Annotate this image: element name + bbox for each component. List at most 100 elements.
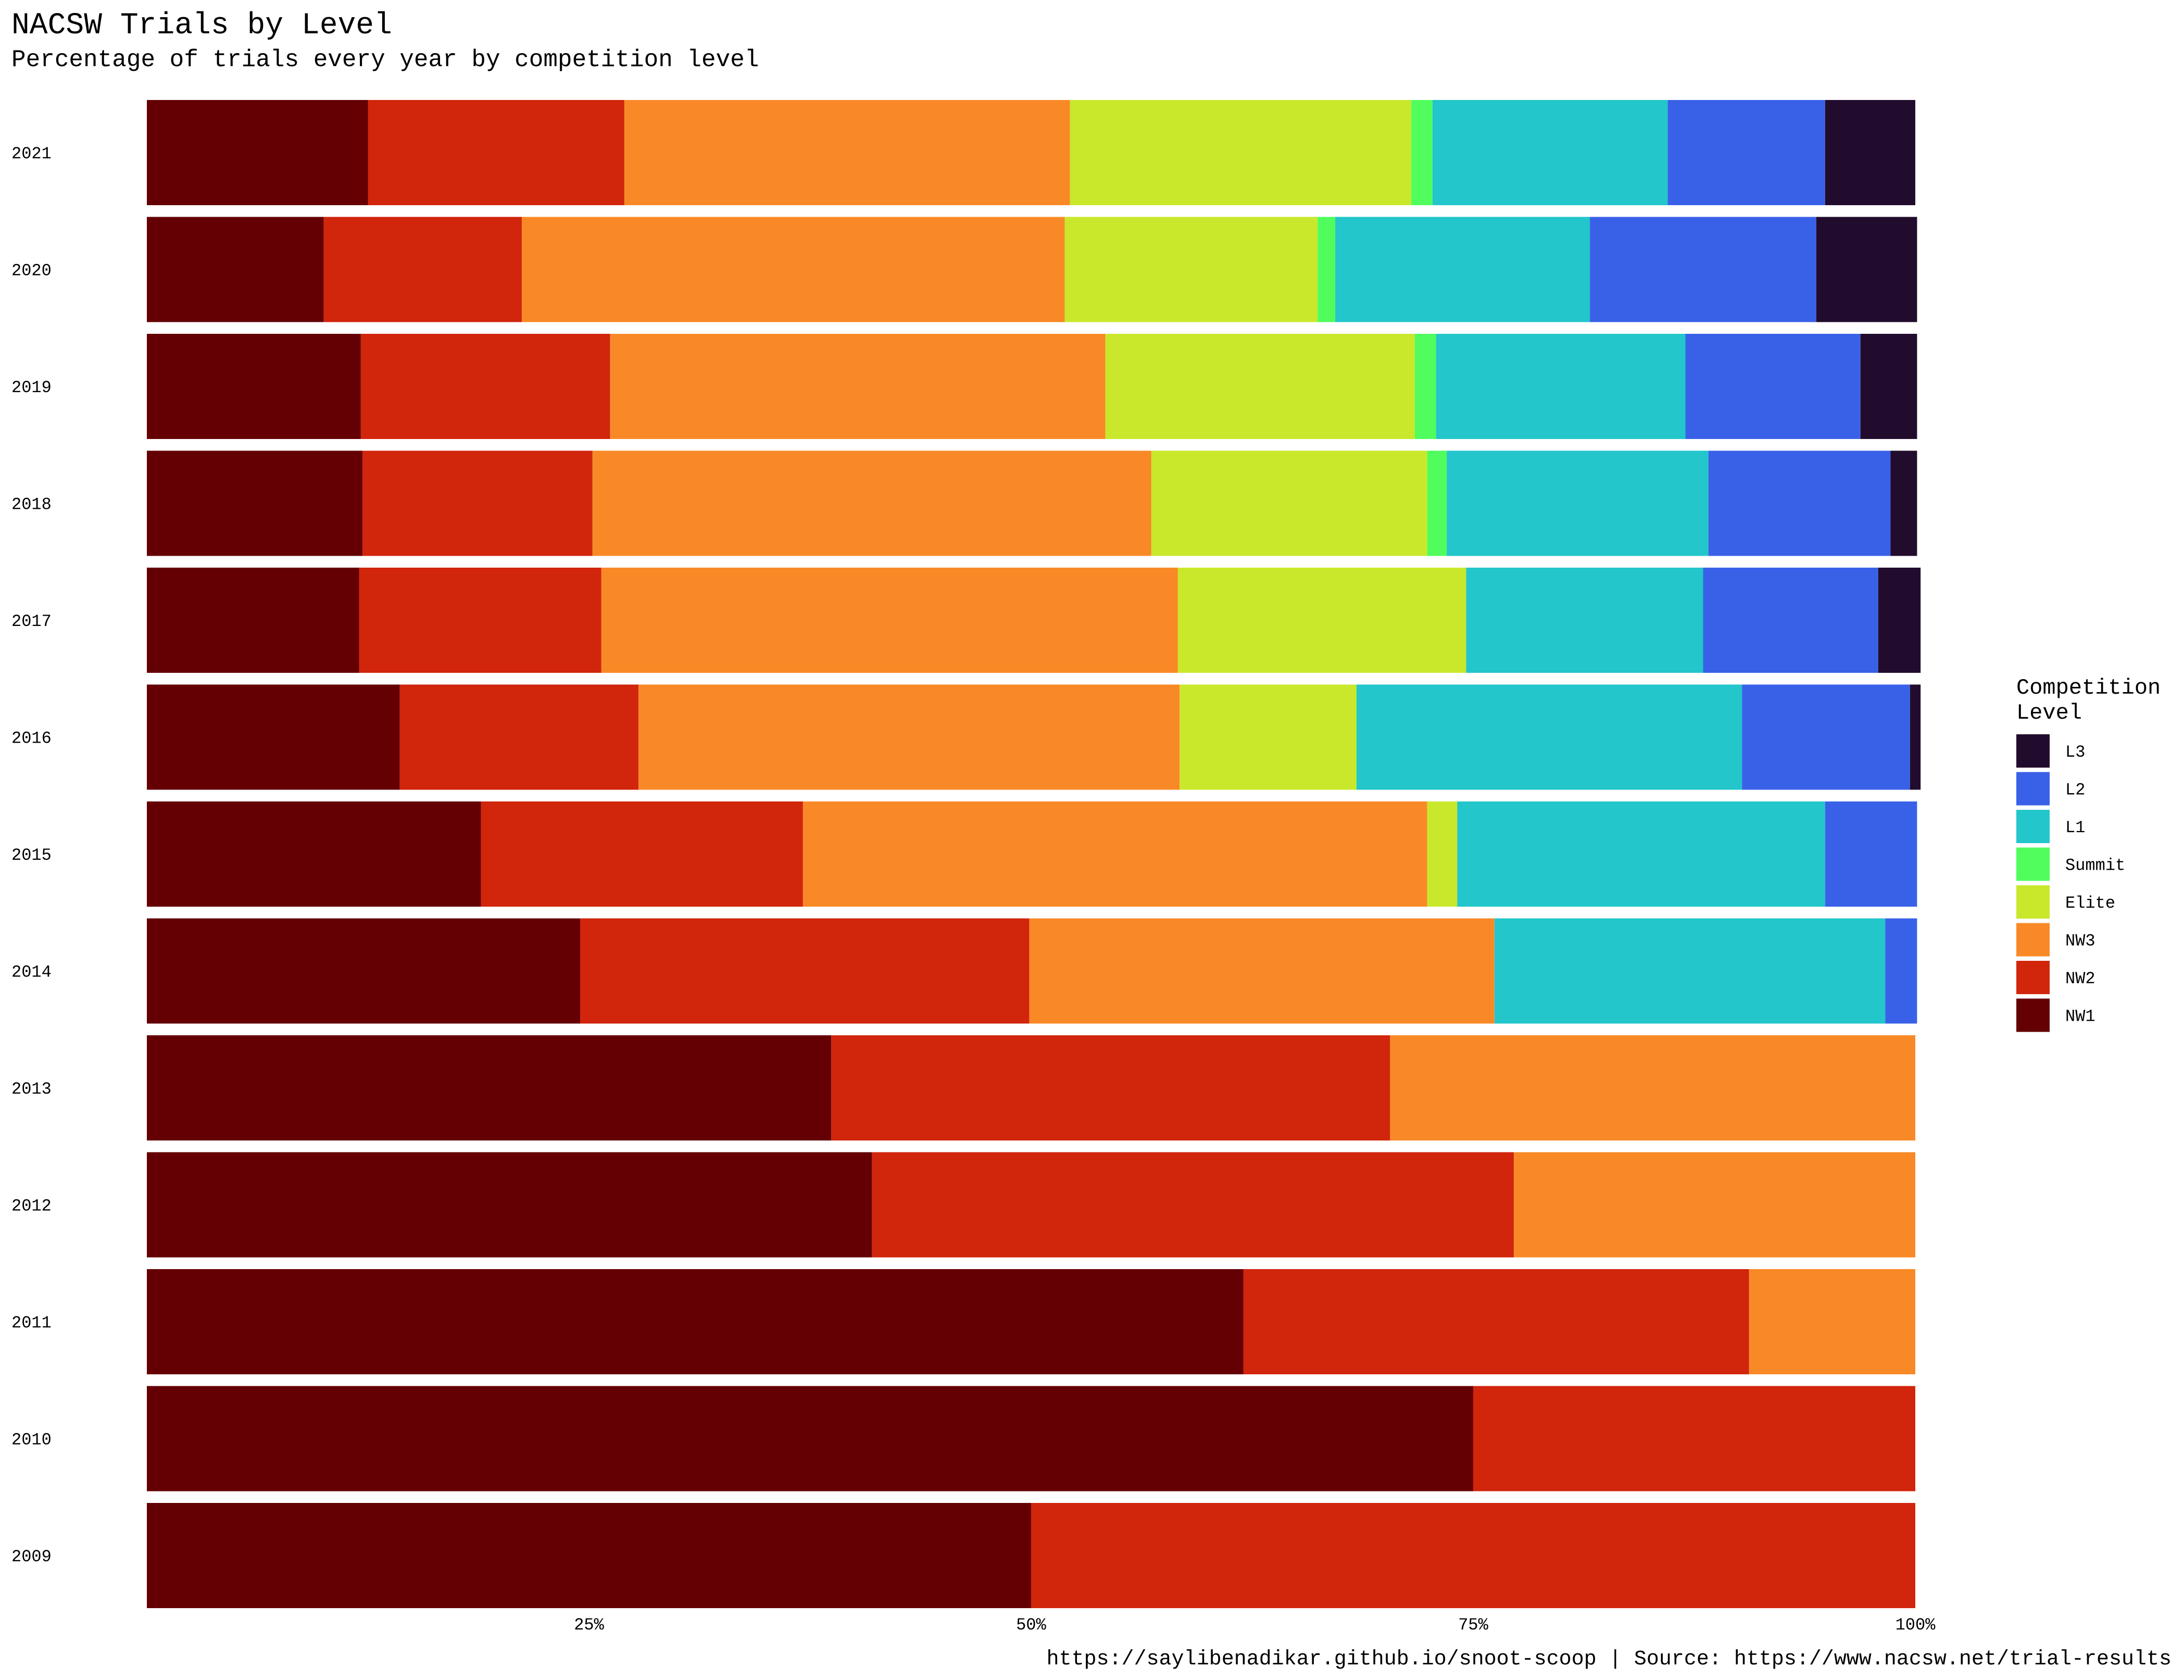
chart-caption: https://saylibenadikar.github.io/snoot-s… [1047, 1648, 2172, 1671]
legend-swatch-nw2 [2016, 961, 2050, 994]
bar-elite-2019 [1105, 334, 1415, 439]
bar-nw3-2017 [601, 568, 1178, 673]
bar-nw3-2018 [592, 450, 1151, 556]
bar-l3-2018 [1890, 450, 1917, 556]
bar-l2-2020 [1590, 217, 1816, 322]
bar-elite-2018 [1151, 450, 1427, 556]
y-tick-label-2010: 2010 [11, 1431, 52, 1450]
bar-l2-2015 [1825, 801, 1917, 907]
bar-nw1-2009 [147, 1503, 1031, 1608]
bar-l3-2021 [1825, 100, 1915, 205]
bar-nw3-2021 [624, 100, 1070, 205]
y-tick-label-2017: 2017 [11, 612, 52, 631]
bar-l3-2016 [1910, 684, 1921, 790]
bar-nw1-2013 [147, 1035, 832, 1140]
bar-l1-2017 [1466, 568, 1703, 673]
legend: Competition Level L3 L2 L1 Summit Elite NW3 NW… [2016, 675, 2161, 1032]
bar-summit-2019 [1414, 334, 1436, 439]
legend-label-nw2: NW2 [2065, 969, 2095, 988]
legend-label-nw3: NW3 [2065, 932, 2095, 951]
bar-l1-2018 [1447, 450, 1709, 556]
bar-nw3-2012 [1514, 1152, 1915, 1258]
x-tick-label-100: 100% [1896, 1615, 1936, 1635]
bar-l3-2017 [1878, 568, 1921, 673]
bar-nw1-2019 [147, 334, 361, 439]
y-tick-label-2020: 2020 [11, 261, 52, 281]
x-axis-ticks: 25% 50% 75% 100% [574, 1615, 1936, 1635]
bar-l2-2014 [1885, 918, 1917, 1024]
bar-nw1-2011 [147, 1269, 1244, 1374]
legend-label-nw1: NW1 [2065, 1007, 2095, 1026]
y-tick-label-2011: 2011 [11, 1313, 52, 1333]
bar-nw1-2020 [147, 217, 324, 322]
bar-nw2-2015 [481, 801, 803, 907]
bar-nw3-2013 [1390, 1035, 1915, 1140]
legend-title-line-1: Competition [2016, 675, 2161, 700]
bar-nw3-2011 [1749, 1269, 1915, 1374]
bar-nw3-2015 [802, 801, 1427, 907]
legend-label-summit: Summit [2065, 856, 2125, 875]
y-tick-label-2019: 2019 [11, 378, 52, 397]
bar-nw3-2014 [1029, 918, 1495, 1024]
bar-elite-2020 [1064, 217, 1318, 322]
legend-label-l1: L1 [2065, 818, 2085, 837]
legend-swatch-nw3 [2016, 923, 2050, 957]
bar-l2-2016 [1742, 684, 1910, 790]
y-tick-label-2013: 2013 [11, 1080, 52, 1099]
bar-nw2-2019 [360, 334, 610, 439]
bar-l2-2017 [1703, 568, 1878, 673]
bar-l1-2019 [1436, 334, 1686, 439]
bar-nw2-2011 [1243, 1269, 1749, 1374]
bar-l1-2016 [1356, 684, 1742, 790]
y-tick-label-2014: 2014 [11, 963, 52, 982]
bar-nw2-2020 [323, 217, 522, 322]
bar-l1-2020 [1335, 217, 1590, 322]
bar-elite-2021 [1070, 100, 1412, 205]
legend-swatch-nw1 [2016, 998, 2050, 1032]
bar-nw1-2017 [147, 568, 359, 673]
bar-nw2-2016 [399, 684, 639, 790]
bar-nw2-2021 [368, 100, 624, 205]
y-axis-ticks: 2021 2020 2019 2018 2017 2016 2015 2014 2013 2012… [11, 144, 52, 1566]
legend-items: L3 L2 L1 Summit Elite NW3 NW2 NW1 [2016, 734, 2125, 1032]
bar-nw2-2014 [580, 918, 1030, 1024]
legend-swatch-elite [2016, 885, 2050, 919]
bar-l2-2021 [1667, 100, 1825, 205]
legend-swatch-l3 [2016, 734, 2050, 768]
legend-label-elite: Elite [2065, 894, 2115, 913]
bar-nw1-2015 [147, 801, 481, 907]
bar-nw1-2018 [147, 450, 363, 556]
bar-l3-2019 [1860, 334, 1917, 439]
chart-subtitle: Percentage of trials every year by compe… [11, 46, 759, 73]
bar-l1-2014 [1494, 918, 1886, 1024]
bar-summit-2020 [1317, 217, 1336, 322]
bar-elite-2017 [1177, 568, 1466, 673]
bar-nw2-2013 [831, 1035, 1390, 1140]
x-tick-label-25: 25% [574, 1615, 604, 1635]
bar-l2-2018 [1708, 450, 1891, 556]
bar-nw3-2016 [638, 684, 1180, 790]
bar-nw1-2014 [147, 918, 580, 1024]
bars [147, 100, 1921, 1608]
y-tick-label-2012: 2012 [11, 1197, 52, 1216]
bar-l3-2020 [1816, 217, 1917, 322]
bar-nw1-2012 [147, 1152, 872, 1258]
bar-nw3-2019 [610, 334, 1106, 439]
y-tick-label-2009: 2009 [11, 1547, 52, 1566]
bar-summit-2021 [1411, 100, 1433, 205]
y-tick-label-2021: 2021 [11, 144, 52, 164]
legend-label-l3: L3 [2065, 743, 2085, 762]
y-tick-label-2015: 2015 [11, 846, 52, 865]
bar-l1-2015 [1457, 801, 1825, 907]
legend-title-line-2: Level [2016, 700, 2082, 725]
x-tick-label-50: 50% [1016, 1615, 1046, 1635]
y-tick-label-2018: 2018 [11, 495, 52, 515]
bar-nw2-2018 [362, 450, 593, 556]
legend-label-l2: L2 [2065, 781, 2085, 800]
legend-swatch-l2 [2016, 772, 2050, 806]
bar-nw1-2021 [147, 100, 368, 205]
bar-nw2-2012 [872, 1152, 1514, 1258]
legend-swatch-summit [2016, 847, 2050, 881]
legend-swatch-l1 [2016, 810, 2050, 843]
